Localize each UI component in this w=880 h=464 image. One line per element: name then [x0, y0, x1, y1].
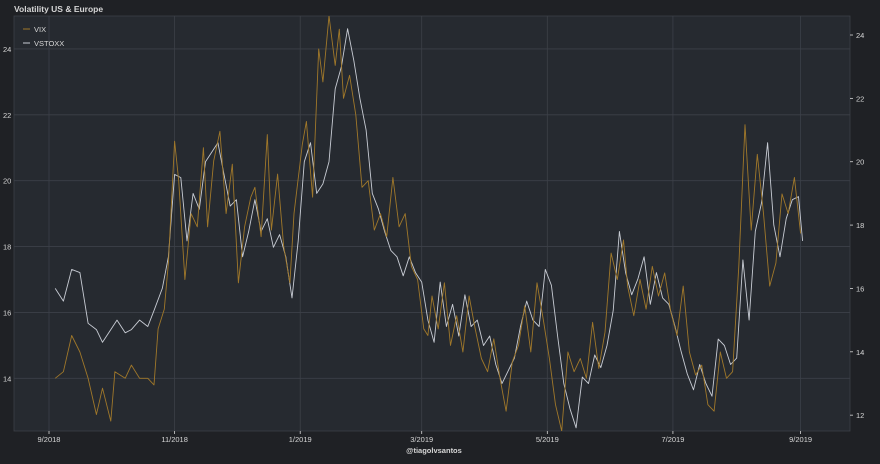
y-right-tick-label: 24: [856, 31, 864, 40]
x-tick-label: 9/2018: [38, 435, 61, 444]
x-tick-label: 7/2019: [661, 435, 684, 444]
legend-label-vix: VIX: [34, 25, 46, 34]
y-left-tick-label: 20: [3, 177, 11, 186]
legend: VIX VSTOXX: [23, 25, 64, 48]
axes: 9/2018 11/2018 1/2019 3/2019 5/2019 7/2019 9/2…: [3, 31, 864, 444]
legend-label-vstoxx: VSTOXX: [34, 39, 64, 48]
y-left-tick-label: 14: [3, 374, 11, 383]
x-tick-label: 9/2019: [789, 435, 812, 444]
y-right-tick-label: 14: [856, 348, 864, 357]
series-layer: [54, 16, 804, 431]
x-tick-label: 5/2019: [536, 435, 559, 444]
x-tick-label: 11/2018: [161, 435, 188, 444]
chart-title: Volatility US & Europe: [14, 4, 103, 14]
plot-area: [13, 15, 851, 432]
y-left-tick-label: 16: [3, 308, 11, 317]
y-left-tick-label: 18: [3, 243, 11, 252]
x-tick-label: 3/2019: [410, 435, 433, 444]
series-line-vstoxx: [54, 28, 804, 429]
credit-label: @tiagolvsantos: [406, 446, 462, 455]
y-right-tick-label: 22: [856, 94, 864, 103]
y-right-tick-label: 18: [856, 221, 864, 230]
y-right-tick-label: 20: [856, 158, 864, 167]
series-line-vix: [54, 16, 802, 431]
y-right-tick-label: 12: [856, 411, 864, 420]
x-tick-label: 1/2019: [289, 435, 312, 444]
y-left-tick-label: 24: [3, 45, 11, 54]
y-right-tick-label: 16: [856, 284, 864, 293]
y-left-tick-label: 22: [3, 111, 11, 120]
